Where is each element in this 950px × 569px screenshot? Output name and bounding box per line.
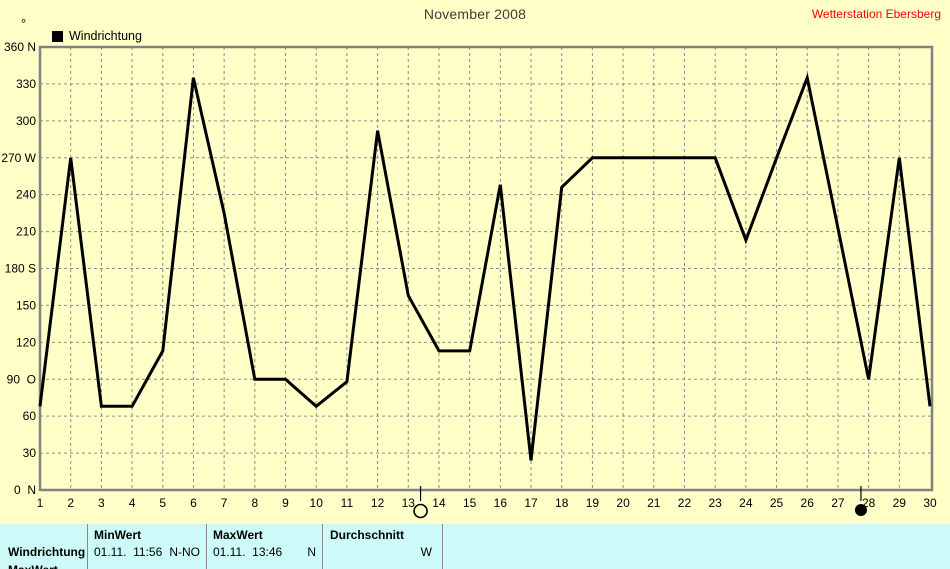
legend-swatch-icon (52, 30, 63, 42)
table-divider (206, 524, 207, 569)
table-divider (442, 524, 443, 569)
svg-text:5: 5 (159, 496, 166, 510)
svg-text:20: 20 (616, 496, 630, 510)
legend-label: Windrichtung (69, 29, 142, 43)
svg-text:8: 8 (251, 496, 258, 510)
svg-text:1: 1 (37, 496, 44, 510)
table-divider (87, 524, 88, 569)
svg-text:270 W: 270 W (1, 151, 36, 165)
svg-text:17: 17 (524, 496, 538, 510)
svg-text:120: 120 (16, 335, 36, 349)
durchschnitt-header: Durchschnitt (330, 528, 405, 542)
chart-legend: Windrichtung (52, 29, 142, 43)
min-date: 01.11. 11:56 (94, 545, 163, 559)
svg-text:210: 210 (16, 225, 36, 239)
svg-text:30: 30 (23, 446, 37, 460)
avg-value: W (420, 545, 432, 559)
table-divider (322, 524, 323, 569)
svg-text:23: 23 (708, 496, 722, 510)
svg-text:30: 30 (923, 496, 937, 510)
minwert-header: MinWert (94, 528, 142, 542)
svg-text:12: 12 (371, 496, 385, 510)
y-axis-unit-label: ° (21, 16, 27, 31)
svg-text:10: 10 (310, 496, 324, 510)
svg-text:2: 2 (67, 496, 74, 510)
svg-text:7: 7 (221, 496, 228, 510)
svg-text:25: 25 (770, 496, 784, 510)
svg-text:11: 11 (341, 496, 354, 510)
min-value: N-NO (169, 545, 200, 559)
max-value: N (307, 545, 316, 559)
clipped-next-row-label: MaxWert (8, 563, 58, 569)
maxwert-header: MaxWert (213, 528, 263, 542)
max-date: 01.11. 13:46 (213, 545, 283, 559)
svg-text:360 N: 360 N (4, 40, 36, 54)
svg-text:300: 300 (16, 114, 36, 128)
svg-text:240: 240 (16, 188, 36, 202)
svg-text:14: 14 (432, 496, 446, 510)
svg-text:90 O: 90 O (7, 372, 36, 386)
page-title: November 2008 (423, 6, 527, 22)
svg-text:27: 27 (831, 496, 845, 510)
svg-text:21: 21 (647, 496, 661, 510)
svg-text:29: 29 (893, 496, 907, 510)
svg-text:24: 24 (739, 496, 753, 510)
svg-text:6: 6 (190, 496, 197, 510)
svg-text:26: 26 (801, 496, 815, 510)
svg-text:4: 4 (129, 496, 136, 510)
svg-text:180 S: 180 S (5, 262, 36, 276)
svg-text:330: 330 (16, 77, 36, 91)
row-label: Windrichtung (8, 545, 86, 559)
svg-text:3: 3 (98, 496, 105, 510)
svg-text:9: 9 (282, 496, 289, 510)
svg-text:18: 18 (555, 496, 569, 510)
svg-text:60: 60 (23, 409, 37, 423)
svg-text:13: 13 (402, 496, 416, 510)
svg-text:0 N: 0 N (14, 483, 36, 497)
svg-text:15: 15 (463, 496, 477, 510)
station-label: Wetterstation Ebersberg (811, 7, 941, 21)
svg-text:19: 19 (586, 496, 600, 510)
svg-text:150: 150 (16, 298, 36, 312)
svg-text:22: 22 (678, 496, 692, 510)
stats-table: MinWert MaxWert Durchschnitt Windrichtun… (0, 524, 950, 569)
svg-text:16: 16 (494, 496, 508, 510)
